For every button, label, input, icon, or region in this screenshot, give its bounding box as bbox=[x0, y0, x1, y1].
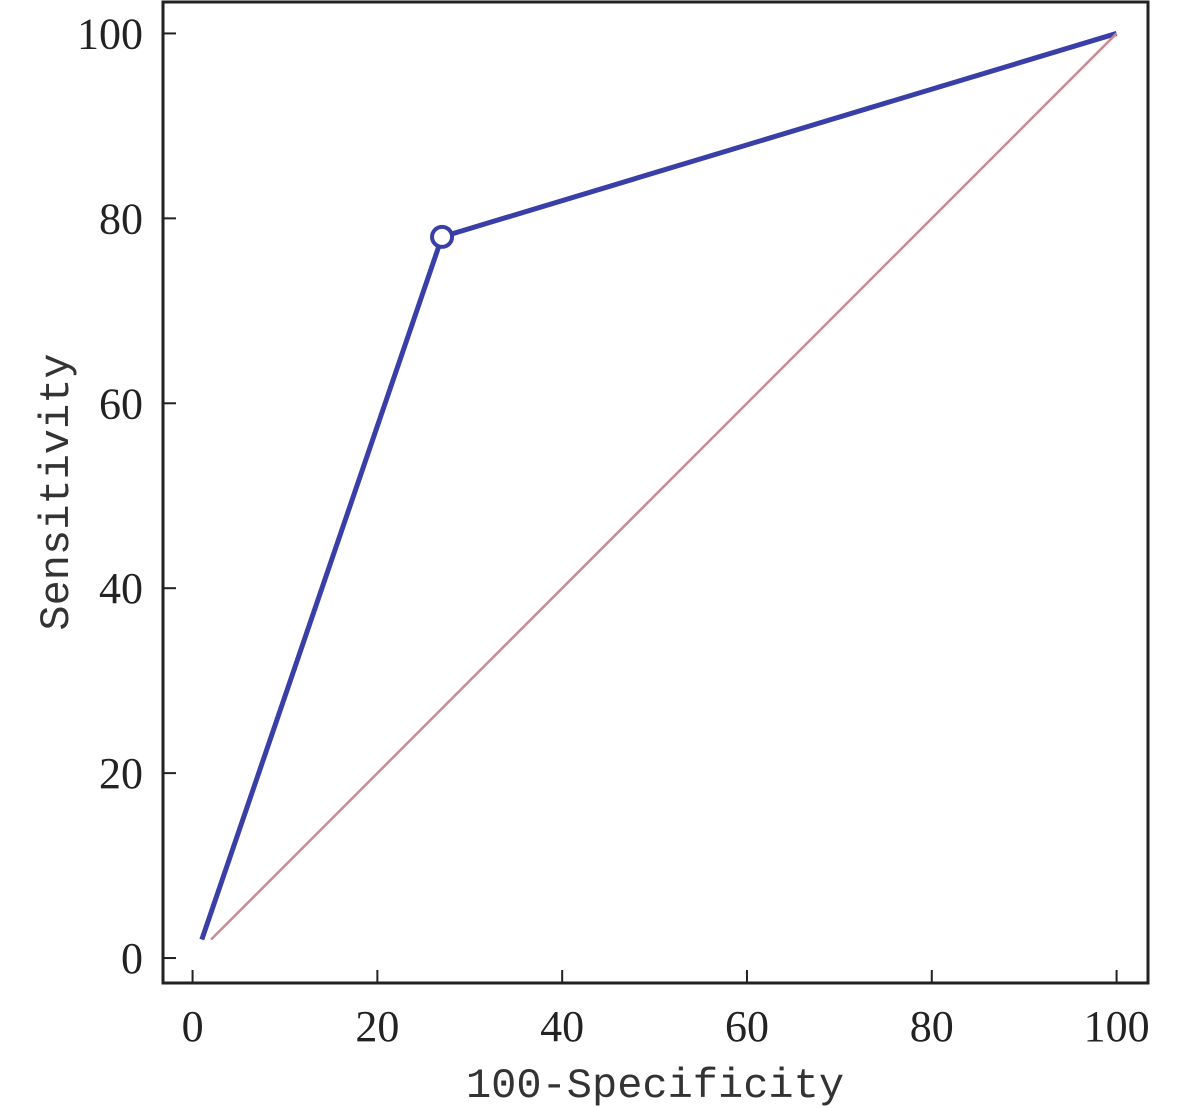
x-tick-label: 80 bbox=[910, 1002, 954, 1051]
x-tick-label: 0 bbox=[182, 1002, 204, 1051]
plot-frame bbox=[161, 0, 1150, 985]
y-axis-title: Sensitivity bbox=[33, 353, 81, 630]
series-line bbox=[210, 32, 1118, 941]
x-tick-label: 100 bbox=[1084, 1002, 1150, 1051]
y-tick-label: 100 bbox=[77, 9, 143, 58]
y-tick-label: 0 bbox=[121, 934, 143, 983]
y-tick-label: 40 bbox=[99, 564, 143, 613]
y-tick-label: 20 bbox=[99, 749, 143, 798]
y-tick-label: 80 bbox=[99, 194, 143, 243]
x-tick-label: 20 bbox=[355, 1002, 399, 1051]
y-tick-label: 60 bbox=[99, 379, 143, 428]
x-tick-label: 40 bbox=[540, 1002, 584, 1051]
x-axis-title: 100-Specificity bbox=[466, 1062, 844, 1108]
marker bbox=[430, 224, 455, 249]
x-tick-label: 60 bbox=[725, 1002, 769, 1051]
